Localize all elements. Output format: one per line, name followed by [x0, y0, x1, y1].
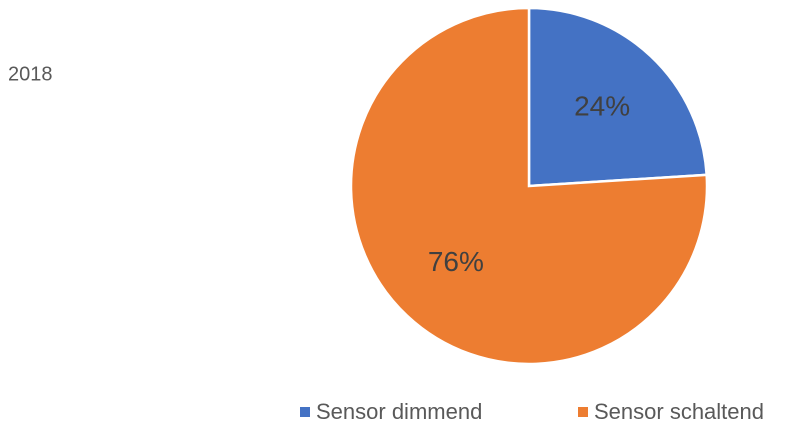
- pie-slice: [527, 6, 708, 188]
- legend-swatch: [578, 407, 588, 417]
- chart-title: 2018: [8, 63, 53, 85]
- legend-label: Sensor dimmend: [316, 399, 482, 424]
- data-label: 76%: [428, 246, 484, 277]
- pie-slice: [349, 6, 709, 366]
- legend-swatch: [300, 407, 310, 417]
- legend-label: Sensor schaltend: [594, 399, 764, 424]
- data-label: 24%: [574, 91, 630, 122]
